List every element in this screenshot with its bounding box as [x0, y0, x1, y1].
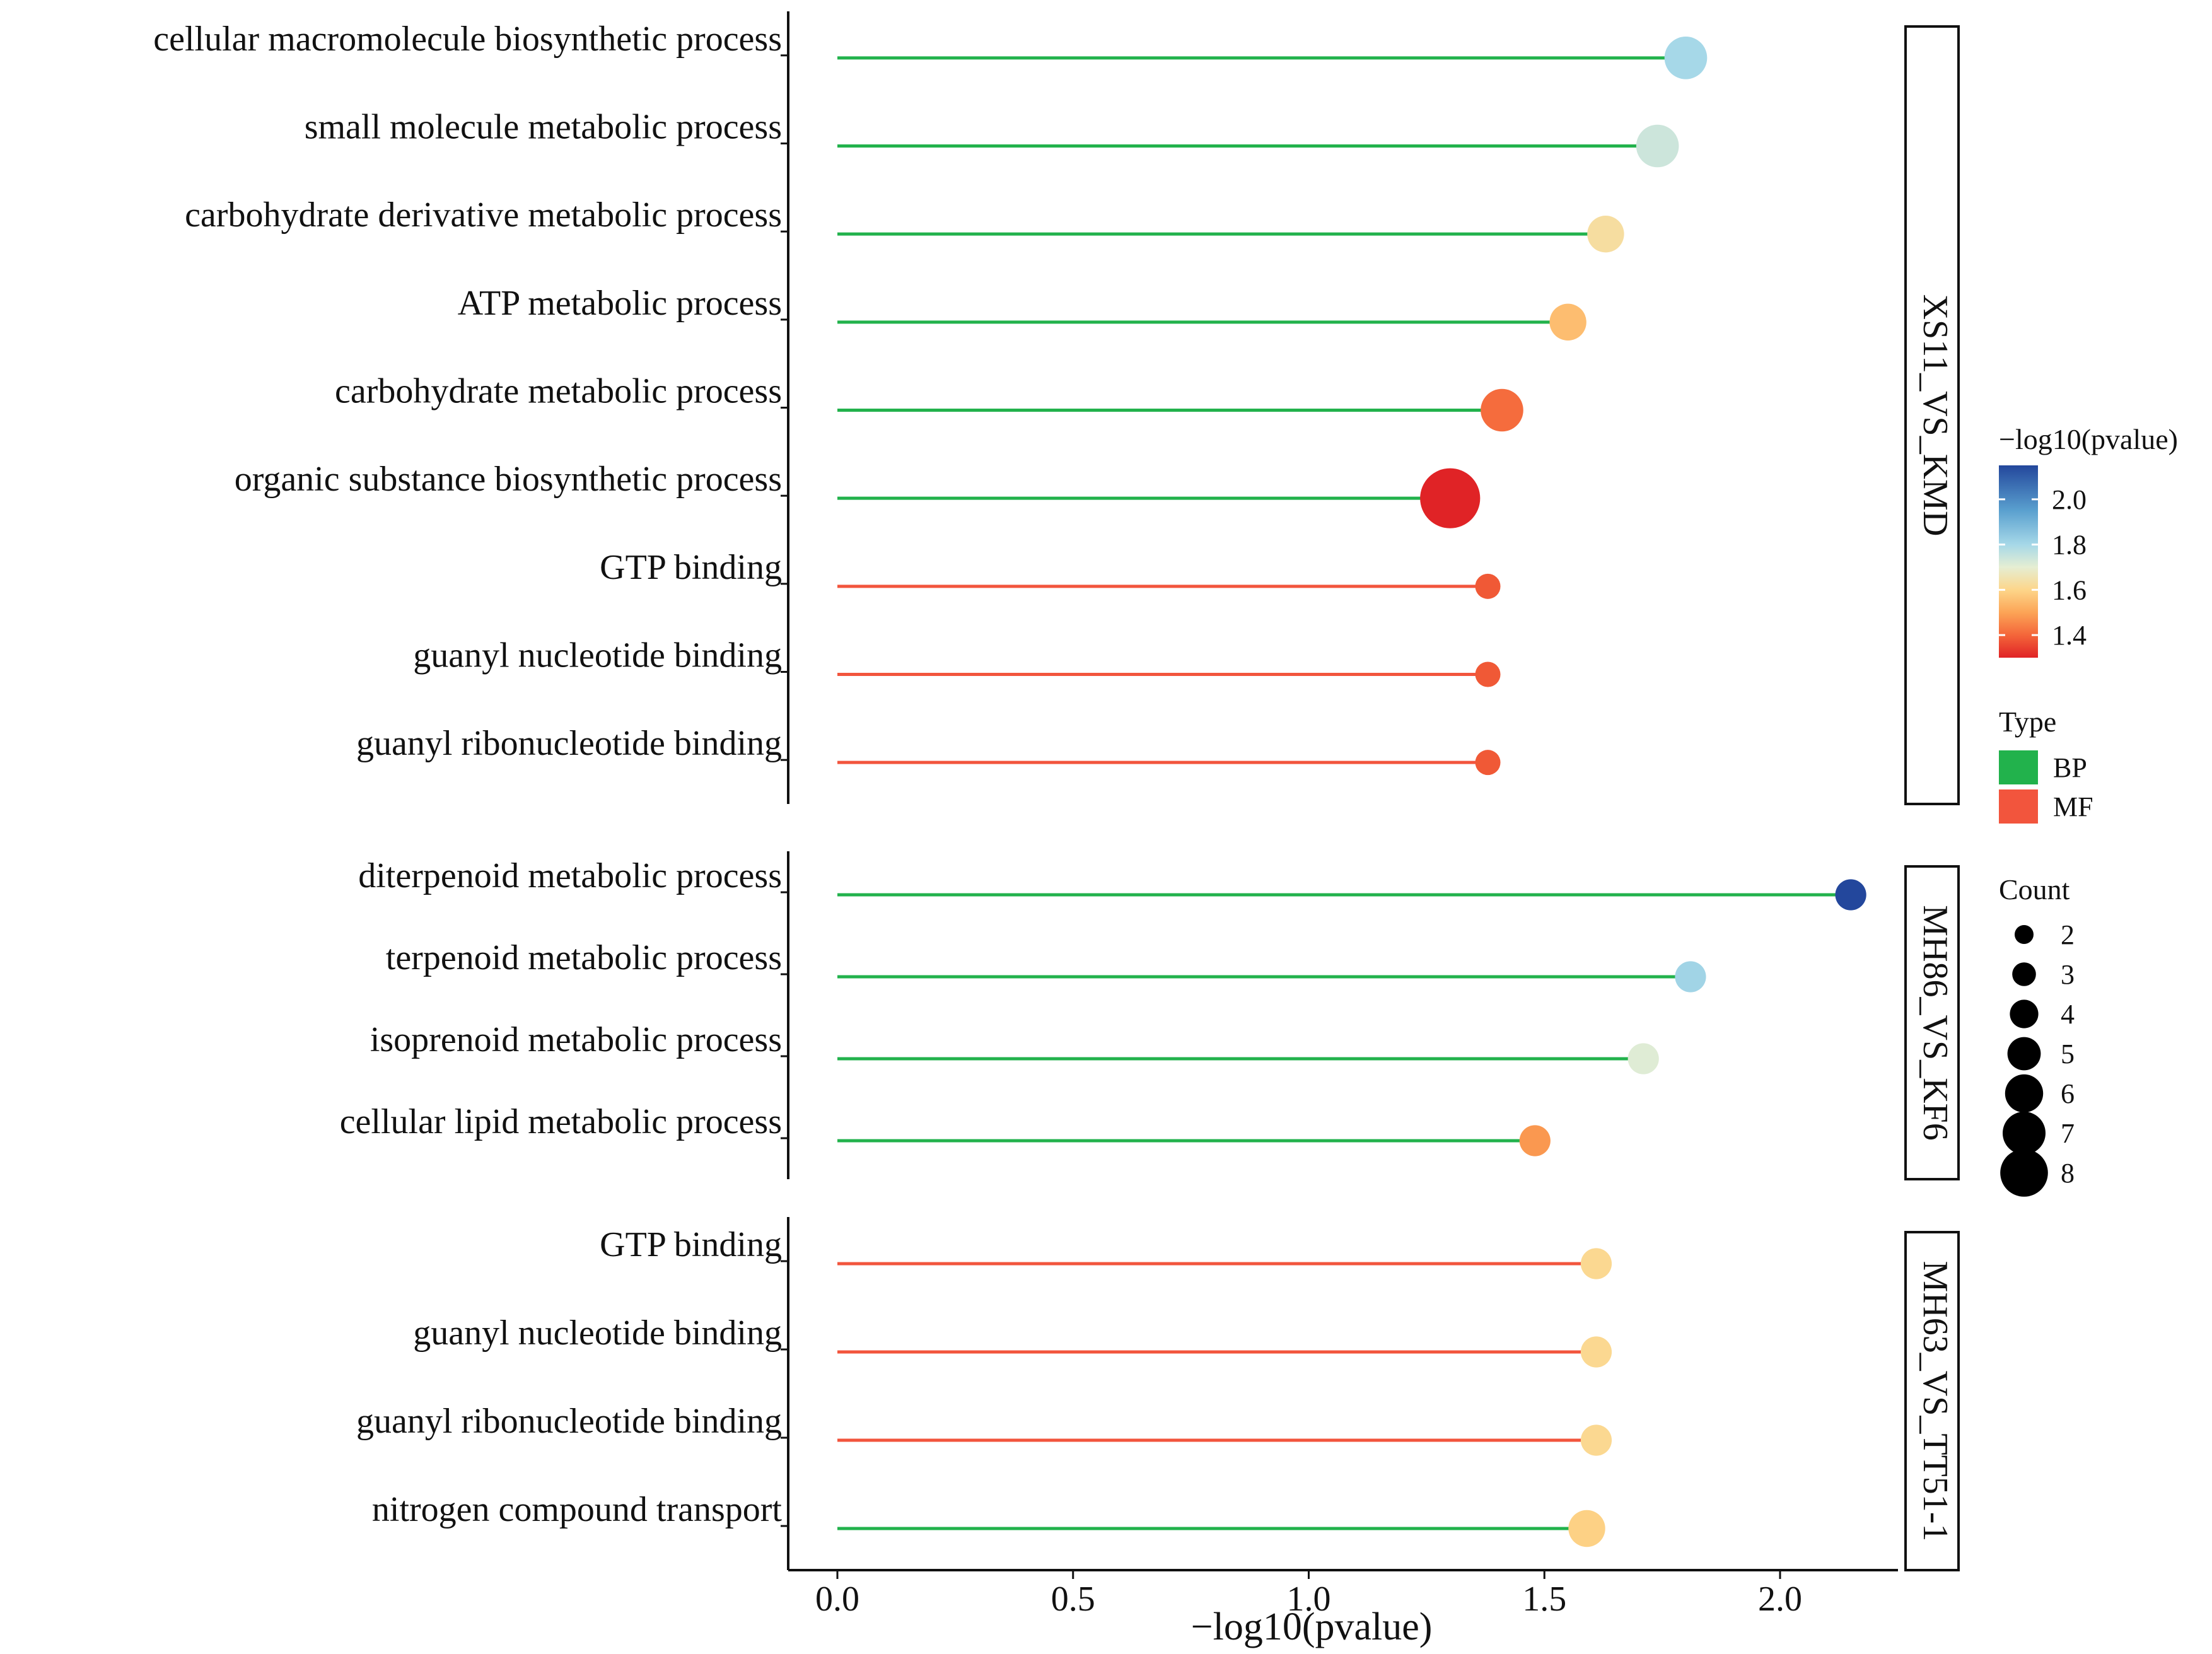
lollipop-point — [1587, 215, 1624, 253]
lollipop-point — [1636, 124, 1679, 168]
count-legend-label: 2 — [2061, 919, 2075, 950]
count-legend-label: 8 — [2061, 1158, 2075, 1189]
color-bar-label: 1.6 — [2052, 574, 2087, 605]
count-legend-label: 3 — [2061, 959, 2075, 990]
count-legend-label: 4 — [2061, 999, 2075, 1030]
term-label: guanyl nucleotide binding — [413, 636, 782, 675]
count-legend-label: 5 — [2061, 1039, 2075, 1069]
type-legend-swatch — [1999, 750, 2038, 784]
lollipop-point — [1420, 468, 1481, 528]
term-label: guanyl ribonucleotide binding — [356, 1402, 782, 1441]
x-tick-label: 0.0 — [815, 1580, 859, 1619]
facet-strip — [1904, 1231, 1960, 1571]
term-label: terpenoid metabolic process — [386, 938, 782, 977]
color-legend-title: −log10(pvalue) — [1999, 423, 2178, 455]
facet-label: MH86_VS_KF6 — [1916, 905, 1955, 1140]
type-legend-title: Type — [1999, 706, 2056, 738]
color-bar-label: 2.0 — [2052, 484, 2087, 515]
lollipop-point — [1664, 37, 1708, 79]
lollipop-point — [1580, 1424, 1612, 1456]
lollipop-point — [1580, 1248, 1612, 1279]
term-label: ATP metabolic process — [458, 284, 782, 323]
term-label: GTP binding — [600, 1225, 782, 1264]
facet-strip — [1904, 25, 1960, 805]
lollipop-point — [1675, 961, 1706, 993]
count-legend-dot — [2007, 1037, 2041, 1071]
count-legend-dot — [2010, 999, 2039, 1028]
count-legend-dot — [2003, 1112, 2046, 1155]
color-bar-label: 1.8 — [2052, 530, 2087, 561]
facet-label: XS11_VS_KMD — [1916, 294, 1955, 537]
lollipop-point — [1549, 303, 1586, 341]
color-bar — [1999, 465, 2038, 658]
color-bar-label: 1.4 — [2052, 620, 2087, 651]
lollipop-point — [1481, 388, 1523, 432]
type-legend-label: MF — [2053, 791, 2093, 822]
type-legend-swatch — [1999, 789, 2038, 824]
x-tick-label: 1.5 — [1522, 1580, 1566, 1619]
x-tick-label: 2.0 — [1758, 1580, 1802, 1619]
lollipop-point — [1568, 1510, 1605, 1547]
term-label: guanyl ribonucleotide binding — [356, 724, 782, 763]
lollipop-point — [1835, 879, 1866, 911]
term-label: organic substance biosynthetic process — [235, 460, 782, 499]
lollipop-point — [1475, 661, 1501, 687]
count-legend-label: 6 — [2061, 1078, 2075, 1109]
x-axis-title: −log10(pvalue) — [1191, 1605, 1433, 1648]
term-label: isoprenoid metabolic process — [370, 1020, 782, 1059]
term-label: small molecule metabolic process — [305, 108, 782, 147]
count-legend-dot — [2012, 962, 2036, 986]
count-legend-dot — [2005, 1074, 2044, 1113]
facet-strip — [1904, 865, 1960, 1180]
lollipop-point — [1475, 750, 1501, 776]
count-legend-title: Count — [1999, 873, 2070, 906]
lollipop-point — [1580, 1336, 1612, 1368]
x-tick-label: 0.5 — [1051, 1580, 1095, 1619]
count-legend-label: 7 — [2061, 1118, 2075, 1149]
term-label: guanyl nucleotide binding — [413, 1313, 782, 1353]
term-label: nitrogen compound transport — [372, 1490, 783, 1529]
term-label: cellular lipid metabolic process — [340, 1102, 782, 1141]
x-tick-label: 1.0 — [1287, 1580, 1331, 1619]
term-label: GTP binding — [600, 548, 782, 587]
count-legend-dot — [2015, 925, 2034, 944]
term-label: diterpenoid metabolic process — [358, 856, 782, 895]
lollipop-point — [1475, 573, 1501, 599]
count-legend-dot — [2000, 1149, 2048, 1197]
term-label: carbohydrate metabolic process — [335, 372, 782, 411]
lollipop-point — [1627, 1043, 1659, 1075]
term-label: cellular macromolecule biosynthetic proc… — [153, 20, 782, 59]
type-legend-label: BP — [2053, 752, 2087, 783]
facet-label: MH63_VS_TT51-1 — [1916, 1261, 1955, 1542]
term-label: carbohydrate derivative metabolic proces… — [185, 195, 782, 235]
lollipop-point — [1519, 1125, 1551, 1156]
